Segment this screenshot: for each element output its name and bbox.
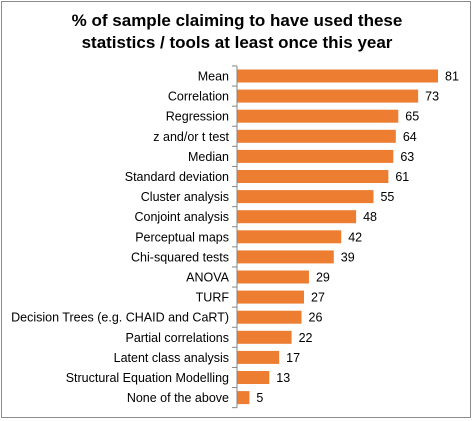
bar-14 (237, 350, 280, 364)
bar-10 (237, 270, 309, 284)
bar-5 (237, 170, 389, 183)
value-label-10: 29 (316, 271, 330, 285)
bar-1 (237, 89, 419, 103)
value-label-12: 26 (309, 311, 323, 325)
category-label-1: Correlation (168, 90, 229, 104)
bar-3 (237, 129, 396, 143)
value-label-8: 42 (348, 230, 362, 244)
bar-15 (237, 371, 270, 384)
bar-16 (237, 391, 250, 405)
value-label-5: 61 (395, 170, 409, 184)
bars-group (237, 69, 438, 405)
category-label-14: Latent class analysis (114, 351, 229, 365)
value-label-14: 17 (286, 351, 300, 365)
category-label-3: z and/or t test (153, 130, 229, 144)
category-label-4: Median (188, 150, 229, 164)
value-label-6: 55 (380, 190, 394, 204)
chart-title-line-1: % of sample claiming to have used these (71, 11, 403, 30)
value-label-2: 65 (405, 110, 419, 124)
category-label-6: Cluster analysis (141, 190, 229, 204)
bar-6 (237, 190, 374, 204)
value-label-1: 73 (425, 90, 439, 104)
chart-title-line-2: statistics / tools at least once this ye… (81, 33, 393, 52)
category-label-5: Standard deviation (125, 170, 229, 184)
value-label-3: 64 (403, 130, 417, 144)
category-label-11: TURF (196, 291, 230, 305)
value-label-9: 39 (341, 250, 355, 264)
bar-13 (237, 330, 292, 344)
bar-9 (237, 250, 334, 264)
category-label-9: Chi-squared tests (131, 250, 229, 264)
category-label-13: Partial correlations (125, 331, 229, 345)
axis-group (232, 65, 238, 409)
category-label-7: Conjoint analysis (135, 210, 230, 224)
bar-0 (237, 69, 438, 83)
bar-2 (237, 109, 399, 123)
category-label-0: Mean (198, 70, 229, 84)
value-label-16: 5 (256, 391, 263, 405)
category-label-8: Perceptual maps (135, 230, 229, 244)
category-label-15: Structural Equation Modelling (66, 371, 229, 385)
value-label-7: 48 (363, 210, 377, 224)
category-label-16: None of the above (127, 391, 229, 405)
chart-title: % of sample claiming to have used these … (0, 10, 474, 54)
value-label-4: 63 (400, 150, 414, 164)
bar-4 (237, 149, 394, 163)
value-label-13: 22 (299, 331, 313, 345)
category-label-10: ANOVA (186, 271, 229, 285)
value-label-0: 81 (445, 70, 459, 84)
value-label-15: 13 (276, 371, 290, 385)
category-labels-group: Mean Correlation Regression z and/or t test… (11, 70, 230, 406)
bar-12 (237, 310, 302, 324)
category-label-2: Regression (166, 110, 229, 124)
bar-8 (237, 230, 342, 244)
bar-11 (237, 290, 304, 304)
bar-7 (237, 210, 357, 224)
value-label-11: 27 (311, 291, 325, 305)
category-label-12: Decision Trees (e.g. CHAID and CaRT) (11, 311, 229, 325)
